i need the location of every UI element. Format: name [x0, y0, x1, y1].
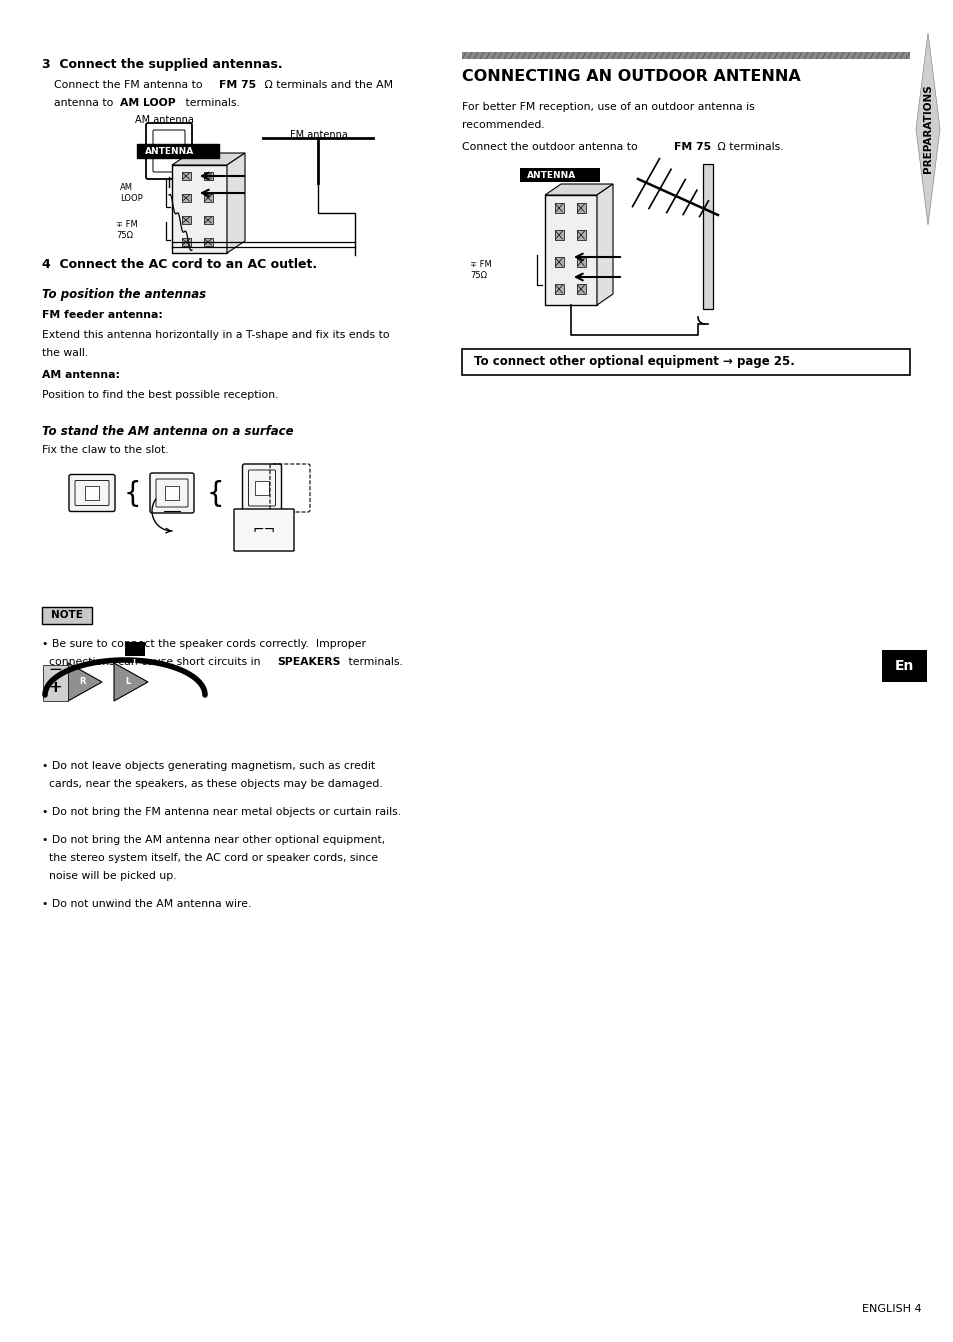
Text: Connect the outdoor antenna to: Connect the outdoor antenna to — [461, 142, 640, 152]
Text: Connect the FM antenna to: Connect the FM antenna to — [54, 81, 206, 90]
Polygon shape — [915, 34, 939, 225]
Text: Ω terminals.: Ω terminals. — [713, 142, 782, 152]
Bar — [181, 238, 191, 246]
Text: To position the antennas: To position the antennas — [42, 289, 206, 301]
Bar — [554, 258, 563, 267]
Bar — [576, 229, 585, 240]
Polygon shape — [227, 153, 245, 254]
Bar — [554, 285, 563, 294]
Bar — [576, 203, 585, 213]
Text: FM 75: FM 75 — [673, 142, 710, 152]
Bar — [702, 164, 712, 309]
Text: AM antenna: AM antenna — [135, 115, 193, 125]
Text: {: { — [206, 480, 224, 509]
Text: CONNECTING AN OUTDOOR ANTENNA: CONNECTING AN OUTDOOR ANTENNA — [461, 68, 800, 85]
Bar — [519, 168, 599, 183]
Bar — [554, 203, 563, 213]
Text: Position to find the best possible reception.: Position to find the best possible recep… — [42, 391, 278, 400]
Text: ∓ FM
75Ω: ∓ FM 75Ω — [116, 220, 137, 240]
Bar — [203, 216, 213, 224]
Bar — [254, 480, 269, 495]
Text: ENGLISH 4: ENGLISH 4 — [862, 1304, 921, 1314]
Text: terminals.: terminals. — [182, 98, 239, 107]
Text: FM antenna: FM antenna — [290, 130, 348, 140]
Text: • Do not bring the FM antenna near metal objects or curtain rails.: • Do not bring the FM antenna near metal… — [42, 807, 400, 817]
Text: terminals.: terminals. — [345, 658, 402, 667]
Bar — [181, 216, 191, 224]
Text: • Do not unwind the AM antenna wire.: • Do not unwind the AM antenna wire. — [42, 899, 251, 909]
Bar — [125, 641, 145, 656]
Text: L: L — [132, 659, 137, 667]
Text: +: + — [50, 679, 62, 695]
Text: ANTENNA: ANTENNA — [145, 146, 194, 156]
Text: the wall.: the wall. — [42, 348, 89, 358]
Text: Extend this antenna horizontally in a T-shape and fix its ends to: Extend this antenna horizontally in a T-… — [42, 330, 389, 340]
Text: noise will be picked up.: noise will be picked up. — [42, 871, 176, 880]
FancyBboxPatch shape — [69, 475, 115, 511]
Bar — [554, 229, 563, 240]
Bar — [43, 666, 68, 701]
Bar — [203, 195, 213, 203]
Text: recommended.: recommended. — [461, 119, 544, 130]
Text: −: − — [50, 662, 62, 676]
Bar — [137, 144, 219, 158]
Text: R: R — [79, 678, 85, 687]
Text: AM antenna:: AM antenna: — [42, 370, 120, 380]
Bar — [544, 195, 597, 305]
Text: ∓ FM
75Ω: ∓ FM 75Ω — [470, 260, 491, 279]
Text: {: { — [123, 480, 141, 509]
Polygon shape — [544, 184, 613, 195]
Bar — [882, 650, 926, 682]
Text: Fix the claw to the slot.: Fix the claw to the slot. — [42, 446, 169, 455]
Text: • Be sure to connect the speaker cords correctly.  Improper: • Be sure to connect the speaker cords c… — [42, 639, 366, 650]
Bar — [181, 172, 191, 180]
Text: +: + — [49, 679, 61, 695]
FancyBboxPatch shape — [242, 464, 281, 513]
Bar — [85, 486, 99, 501]
Text: AM
LOOP: AM LOOP — [120, 184, 143, 203]
Bar — [181, 195, 191, 203]
Text: AM LOOP: AM LOOP — [120, 98, 175, 107]
Text: cards, near the speakers, as these objects may be damaged.: cards, near the speakers, as these objec… — [42, 778, 382, 789]
Text: NOTE: NOTE — [51, 611, 83, 620]
Text: 4  Connect the AC cord to an AC outlet.: 4 Connect the AC cord to an AC outlet. — [42, 258, 316, 271]
FancyBboxPatch shape — [150, 472, 193, 513]
Bar — [42, 607, 91, 624]
Text: En: En — [894, 659, 913, 672]
FancyBboxPatch shape — [233, 509, 294, 552]
Bar — [203, 172, 213, 180]
Text: To stand the AM antenna on a surface: To stand the AM antenna on a surface — [42, 425, 294, 437]
Bar — [461, 52, 909, 59]
Bar — [203, 238, 213, 246]
Text: antenna to: antenna to — [54, 98, 117, 107]
Text: PREPARATIONS: PREPARATIONS — [923, 85, 932, 173]
Polygon shape — [597, 184, 613, 305]
Text: −: − — [49, 662, 61, 676]
Text: FM 75: FM 75 — [219, 81, 255, 90]
Bar — [461, 349, 909, 374]
Text: To connect other optional equipment → page 25.: To connect other optional equipment → pa… — [474, 356, 794, 369]
Polygon shape — [113, 663, 148, 701]
Text: ⌐¬: ⌐¬ — [253, 523, 275, 537]
Text: FM feeder antenna:: FM feeder antenna: — [42, 310, 163, 319]
Text: ANTENNA: ANTENNA — [526, 170, 576, 180]
Text: Ω terminals and the AM: Ω terminals and the AM — [261, 81, 393, 90]
Text: SPEAKERS: SPEAKERS — [276, 658, 340, 667]
Text: For better FM reception, use of an outdoor antenna is: For better FM reception, use of an outdo… — [461, 102, 754, 111]
Text: L: L — [125, 678, 131, 687]
Bar — [576, 258, 585, 267]
Text: • Do not bring the AM antenna near other optional equipment,: • Do not bring the AM antenna near other… — [42, 835, 385, 845]
Text: connections can cause short circuits in: connections can cause short circuits in — [42, 658, 264, 667]
Polygon shape — [68, 663, 102, 701]
Bar — [172, 165, 227, 254]
Polygon shape — [172, 153, 245, 165]
Bar — [576, 285, 585, 294]
Text: 3  Connect the supplied antennas.: 3 Connect the supplied antennas. — [42, 58, 282, 71]
Text: the stereo system itself, the AC cord or speaker cords, since: the stereo system itself, the AC cord or… — [42, 854, 377, 863]
Text: • Do not leave objects generating magnetism, such as credit: • Do not leave objects generating magnet… — [42, 761, 375, 772]
Bar — [165, 486, 179, 501]
